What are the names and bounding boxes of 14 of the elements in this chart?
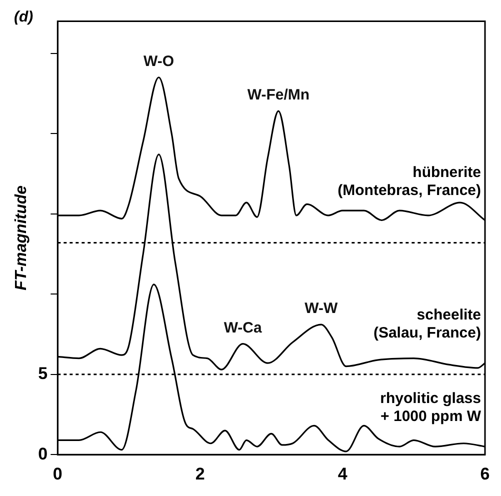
x-tick-label: 6	[480, 464, 490, 484]
x-tick-label: 4	[338, 464, 348, 484]
annotation: W-O	[144, 53, 174, 70]
chart-title: (d)	[14, 8, 34, 26]
series-label: rhyolitic glass + 1000 ppm W	[380, 390, 482, 426]
series-label: hübnerite (Montebras, France)	[338, 164, 481, 199]
y-axis-title: FT-magnitude	[13, 185, 30, 290]
x-tick-label: 0	[52, 464, 62, 484]
annotation: W-Fe/Mn	[247, 86, 310, 104]
y-tick-label: 5	[38, 364, 48, 384]
annotation: W-W	[304, 300, 339, 318]
annotation: W-Ca	[224, 319, 263, 336]
series-label: scheelite (Salau, France)	[373, 306, 481, 342]
x-tick-label: 2	[195, 464, 205, 484]
